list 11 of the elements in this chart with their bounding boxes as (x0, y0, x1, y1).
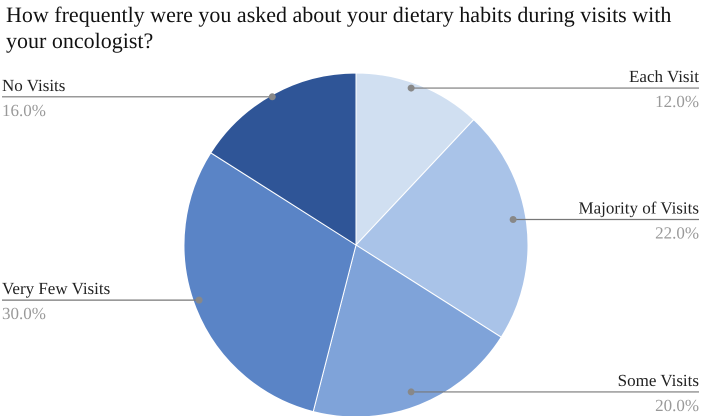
data-label: 12.0% (655, 92, 699, 112)
chart-title: How frequently were you asked about your dietary habits during visits with your oncologist? (6, 2, 672, 54)
data-label: 16.0% (2, 100, 46, 120)
slice-label: Each Visit (629, 67, 700, 86)
data-label: 30.0% (2, 304, 46, 324)
data-label: 22.0% (655, 224, 699, 243)
slice-label: No Visits (2, 76, 66, 95)
slice-label: Very Few Visits (2, 279, 110, 298)
data-label: 20.0% (655, 396, 699, 415)
slice-label: Majority of Visits (578, 198, 699, 218)
slice-label: Some Visits (618, 370, 699, 390)
